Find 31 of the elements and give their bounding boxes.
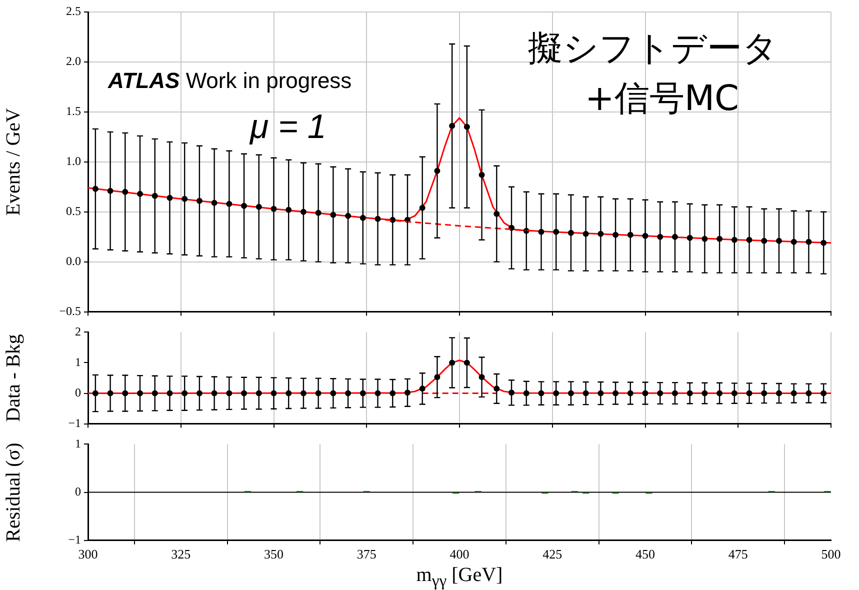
x-tick-label: 375 — [356, 546, 376, 562]
y-tick-label: 0 — [75, 385, 81, 400]
y-tick-label: 0.5 — [66, 204, 81, 218]
y-axis-title: Residual (σ) — [2, 442, 24, 542]
x-tick-label: 400 — [450, 546, 470, 562]
annotation: ATLAS Work in progress — [108, 68, 352, 93]
annotation: μ = 1 — [250, 108, 326, 146]
x-tick-label: 475 — [728, 546, 748, 562]
x-tick-label: 300 — [78, 546, 98, 562]
y-axis-title: Data - Bkg — [2, 334, 24, 422]
annotation: +信号MC — [585, 79, 739, 119]
x-tick-label: 350 — [264, 546, 284, 562]
y-tick-label: 0.0 — [66, 254, 81, 268]
y-tick-label: −0.5 — [59, 304, 81, 318]
x-tick-label: 500 — [821, 546, 841, 562]
y-axis-title: Events / GeV — [2, 107, 24, 216]
y-tick-label: −1 — [68, 532, 81, 547]
y-tick-label: 2 — [75, 324, 81, 338]
y-tick-label: 2.0 — [66, 54, 81, 68]
x-tick-label: 325 — [171, 546, 191, 562]
x-tick-label: 450 — [636, 546, 655, 562]
x-axis-title: m$_{γγ}$ [GeV] — [415, 564, 504, 590]
y-tick-label: 1.5 — [66, 104, 81, 118]
annotation: 擬シフトデータ — [528, 29, 778, 69]
y-tick-label: 2.5 — [66, 4, 81, 18]
y-tick-label: 1.0 — [66, 154, 81, 168]
x-tick-label: 425 — [542, 546, 562, 562]
y-tick-label: −1 — [68, 416, 81, 430]
y-tick-label: 0 — [75, 484, 81, 498]
y-tick-label: 1 — [75, 354, 81, 369]
y-tick-label: 1 — [75, 436, 81, 450]
